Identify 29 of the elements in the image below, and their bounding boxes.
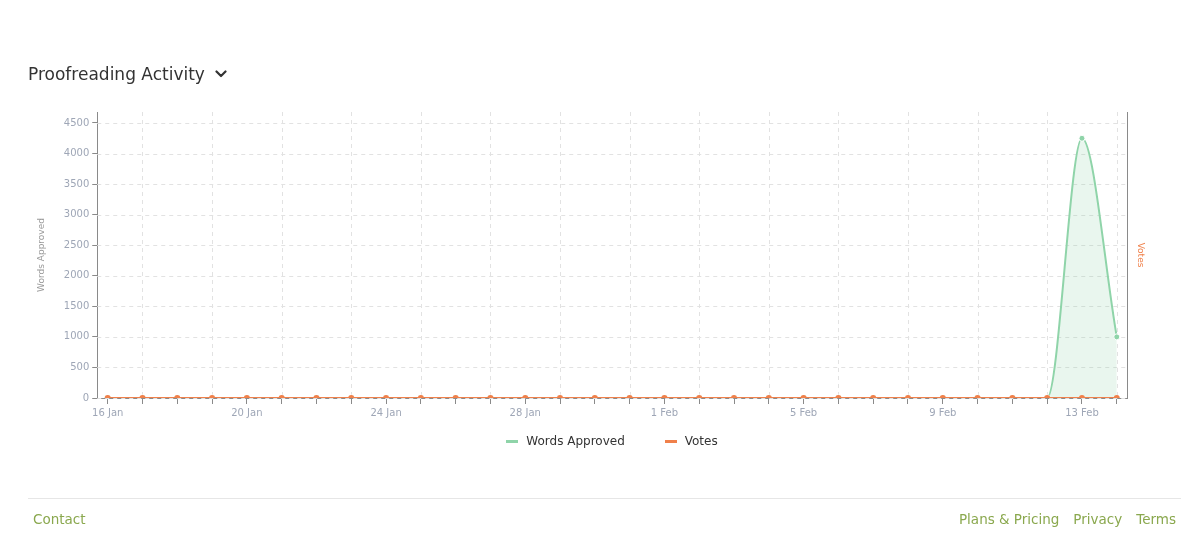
y-tick-label: 2500: [63, 238, 90, 250]
y-tick-label: 4500: [63, 116, 90, 128]
y-axis-title: Words Approved: [35, 218, 46, 292]
text: Plans & Pricing: [958, 511, 1060, 527]
y-tick-label: 3500: [63, 177, 90, 189]
point: [1113, 333, 1121, 341]
x-tick-label: 20 Jan: [231, 406, 263, 418]
chart-title: Proofreading Activity: [28, 64, 205, 84]
x-tick-label: 16 Jan: [92, 406, 124, 418]
y-tick-label: 4000: [63, 147, 90, 159]
y-tick-label: 0: [82, 391, 90, 403]
x-tick-label: 28 Jan: [509, 406, 541, 418]
x-tick-label: 5 Feb: [789, 406, 818, 418]
text: Contact: [33, 511, 86, 527]
x-tick-label: 9 Feb: [929, 406, 957, 418]
y2-axis-title: Votes: [1136, 242, 1147, 268]
text: Terms: [1136, 511, 1176, 527]
x-tick-label: 13 Feb: [1065, 406, 1099, 418]
y-tick-label: 1000: [63, 330, 90, 342]
legend-label: Words Approved: [526, 434, 625, 448]
text: Privacy: [1073, 511, 1123, 527]
legend-label: Votes: [684, 434, 718, 448]
x-tick-label: 24 Jan: [370, 406, 402, 418]
y-tick-label: 3000: [63, 208, 90, 220]
y-tick-label: 1500: [63, 299, 90, 311]
point: [1078, 134, 1086, 142]
x-tick-label: 1 Feb: [650, 406, 679, 418]
y-tick-label: 500: [70, 361, 90, 373]
y-tick-label: 2000: [63, 269, 90, 281]
